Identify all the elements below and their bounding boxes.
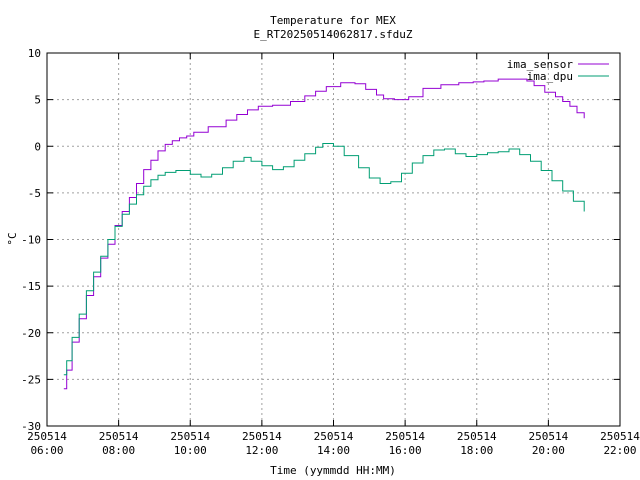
x-tick-time-label: 14:00 bbox=[317, 444, 350, 457]
series-lines bbox=[63, 78, 585, 390]
x-tick-time-label: 12:00 bbox=[245, 444, 278, 457]
x-tick-date-label: 250514 bbox=[314, 430, 354, 443]
x-tick-date-label: 250514 bbox=[529, 430, 569, 443]
x-tick-time-label: 10:00 bbox=[174, 444, 207, 457]
x-tick-date-label: 250514 bbox=[600, 430, 640, 443]
x-tick-date-label: 250514 bbox=[242, 430, 282, 443]
x-tick-time-label: 16:00 bbox=[389, 444, 422, 457]
series-line-ima-dpu bbox=[63, 143, 585, 376]
x-tick-time-label: 18:00 bbox=[460, 444, 493, 457]
y-tick-label: 5 bbox=[34, 94, 41, 107]
x-tick-time-label: 22:00 bbox=[603, 444, 636, 457]
x-tick-time-label: 06:00 bbox=[30, 444, 63, 457]
y-tick-label: -10 bbox=[21, 234, 41, 247]
y-tick-label: -5 bbox=[28, 187, 41, 200]
x-tick-date-label: 250514 bbox=[99, 430, 139, 443]
y-tick-label: -25 bbox=[21, 373, 41, 386]
y-tick-labels: 10 5 0 -5 -10 -15 -20 -25 -30 bbox=[21, 47, 41, 433]
legend-label-ima-sensor: ima_sensor bbox=[507, 58, 574, 71]
chart-title: Temperature for MEX bbox=[270, 14, 396, 27]
x-tick-labels: 25051406:0025051408:0025051410:002505141… bbox=[27, 430, 640, 457]
x-tick-time-label: 08:00 bbox=[102, 444, 135, 457]
grid bbox=[47, 53, 620, 426]
x-tick-date-label: 250514 bbox=[385, 430, 425, 443]
y-tick-label: -30 bbox=[21, 420, 41, 433]
y-tick-label: -15 bbox=[21, 280, 41, 293]
series-line-ima-sensor bbox=[63, 78, 585, 390]
x-tick-date-label: 250514 bbox=[27, 430, 67, 443]
y-axis-label: °C bbox=[6, 232, 19, 245]
x-tick-time-label: 20:00 bbox=[532, 444, 565, 457]
chart-subtitle: E_RT20250514062817.sfduZ bbox=[254, 28, 413, 41]
legend: ima_sensor ima_dpu bbox=[507, 58, 609, 83]
y-tick-label: 0 bbox=[34, 140, 41, 153]
y-tick-label: 10 bbox=[28, 47, 41, 60]
x-tick-date-label: 250514 bbox=[170, 430, 210, 443]
x-axis-label: Time (yymmdd HH:MM) bbox=[270, 464, 396, 477]
y-tick-label: -20 bbox=[21, 327, 41, 340]
legend-label-ima-dpu: ima_dpu bbox=[527, 70, 573, 83]
x-tick-date-label: 250514 bbox=[457, 430, 497, 443]
axis-ticks bbox=[46, 52, 621, 427]
